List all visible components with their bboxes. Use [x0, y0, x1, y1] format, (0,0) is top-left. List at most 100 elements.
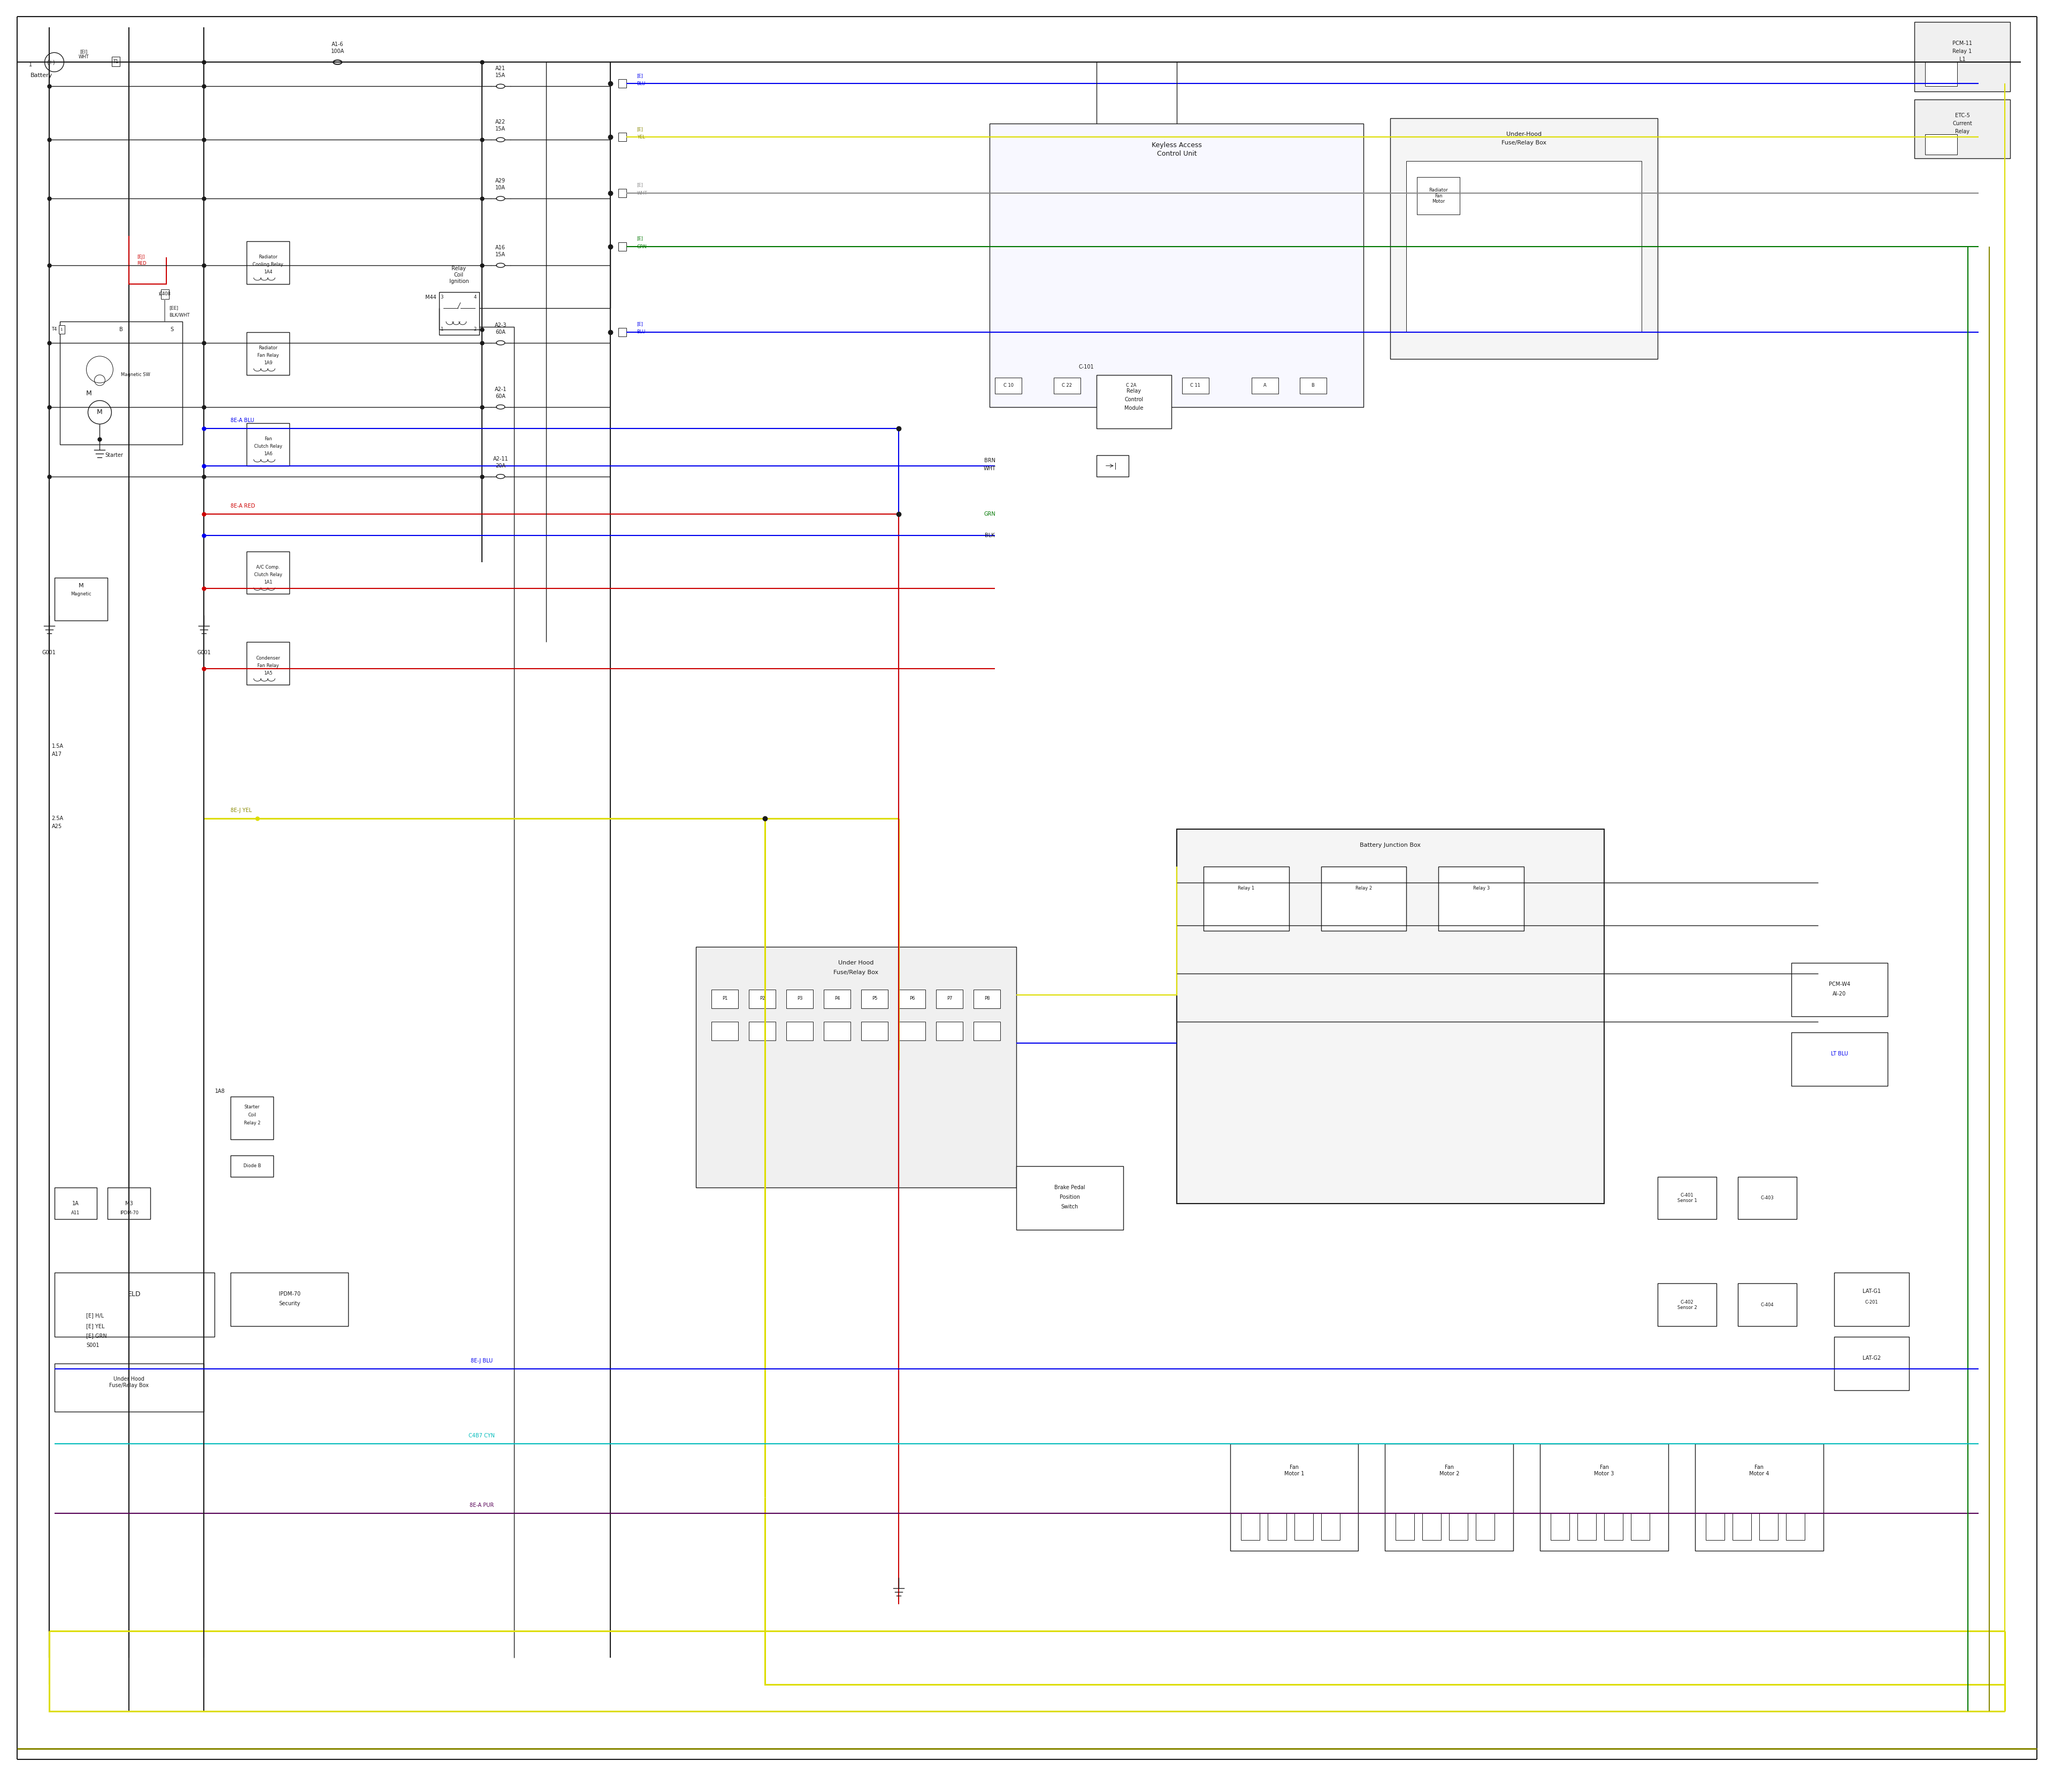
Bar — [974, 1021, 1000, 1041]
Text: 100A: 100A — [331, 48, 345, 54]
Bar — [53, 1272, 214, 1337]
Text: Relay: Relay — [1128, 389, 1142, 394]
Text: Ignition: Ignition — [450, 280, 468, 283]
Bar — [1658, 1177, 1717, 1219]
Bar — [1417, 177, 1460, 215]
Text: S: S — [170, 326, 173, 332]
Text: Starter: Starter — [244, 1104, 261, 1109]
Ellipse shape — [497, 340, 505, 344]
Text: Relay: Relay — [1955, 129, 1970, 134]
Bar — [937, 989, 963, 1009]
Bar — [1925, 134, 1957, 154]
Text: Control: Control — [1124, 396, 1144, 401]
Text: 2.5A: 2.5A — [51, 815, 64, 821]
Bar — [53, 579, 107, 620]
Bar — [60, 321, 183, 444]
Bar — [246, 552, 290, 593]
Bar — [246, 332, 290, 375]
Text: BLK/WHT: BLK/WHT — [168, 312, 189, 317]
Text: 1A: 1A — [72, 1201, 80, 1206]
Text: Relay 1: Relay 1 — [1239, 885, 1255, 891]
Text: C 11: C 11 — [1189, 383, 1200, 389]
Text: Fan
Motor 2: Fan Motor 2 — [1440, 1464, 1458, 1477]
Text: Al-20: Al-20 — [1832, 991, 1847, 996]
Text: M: M — [97, 409, 103, 416]
Bar — [900, 989, 926, 1009]
Text: BLU: BLU — [637, 330, 645, 335]
Text: [EJ]: [EJ] — [138, 254, 146, 260]
Text: Cooling Relay: Cooling Relay — [253, 262, 283, 267]
Text: IPDM-70: IPDM-70 — [119, 1211, 138, 1215]
Text: Current: Current — [1953, 122, 1972, 127]
Bar — [1054, 378, 1080, 394]
Text: C-404: C-404 — [1760, 1303, 1775, 1308]
Text: RED: RED — [138, 262, 146, 267]
Text: [E]: [E] — [637, 323, 643, 326]
Bar — [60, 324, 66, 333]
Bar — [1738, 1177, 1797, 1219]
Text: Under Hood
Fuse/Relay Box: Under Hood Fuse/Relay Box — [109, 1376, 148, 1389]
Bar — [1695, 1444, 1824, 1550]
Bar — [750, 1021, 776, 1041]
Text: 60A: 60A — [495, 394, 505, 400]
Text: [El]: [El] — [80, 48, 88, 54]
Text: A/C Comp.: A/C Comp. — [257, 564, 279, 570]
Text: P7: P7 — [947, 996, 953, 1002]
Text: WHT: WHT — [637, 190, 647, 195]
Text: 8E-A BLU: 8E-A BLU — [230, 418, 255, 423]
Bar — [1294, 1512, 1313, 1539]
Bar — [246, 242, 290, 283]
Text: 1A8: 1A8 — [216, 1088, 226, 1093]
Text: A1-6: A1-6 — [331, 41, 343, 47]
Bar — [1925, 63, 1957, 86]
Text: Fuse/Relay Box: Fuse/Relay Box — [834, 969, 879, 975]
Text: 15A: 15A — [495, 127, 505, 131]
Bar — [1321, 867, 1407, 930]
Bar — [53, 1188, 97, 1219]
Text: Fan Relay: Fan Relay — [257, 663, 279, 668]
Bar — [1540, 1444, 1668, 1550]
Bar — [113, 57, 119, 66]
Text: YEL: YEL — [637, 134, 645, 140]
Bar — [1477, 1512, 1495, 1539]
Text: [E]: [E] — [637, 183, 643, 188]
Bar — [711, 989, 737, 1009]
Text: Fan: Fan — [265, 437, 271, 441]
Text: Radiator
Fan
Motor: Radiator Fan Motor — [1430, 188, 1448, 204]
Text: WHT: WHT — [984, 466, 996, 471]
Text: 15A: 15A — [495, 73, 505, 79]
Text: Relay 2: Relay 2 — [244, 1120, 261, 1125]
Text: 1: 1 — [440, 328, 444, 332]
Text: [E] YEL: [E] YEL — [86, 1324, 105, 1330]
Ellipse shape — [497, 197, 505, 201]
Text: PCM-11: PCM-11 — [1953, 41, 1972, 47]
Bar — [1391, 118, 1658, 358]
Text: C-201: C-201 — [1865, 1299, 1877, 1305]
Text: 1: 1 — [158, 292, 160, 296]
Text: Fan
Motor 1: Fan Motor 1 — [1284, 1464, 1304, 1477]
Text: A25: A25 — [51, 824, 62, 830]
Bar — [440, 292, 479, 335]
Text: GRN: GRN — [984, 511, 996, 516]
Text: Battery: Battery — [31, 73, 53, 79]
Text: C4B7 CYN: C4B7 CYN — [468, 1434, 495, 1439]
Text: Magnetic SW: Magnetic SW — [121, 373, 150, 378]
Bar — [1577, 1512, 1596, 1539]
Text: C 2A: C 2A — [1126, 383, 1136, 389]
Text: 1A4: 1A4 — [263, 271, 273, 274]
Bar — [1097, 375, 1171, 428]
Bar — [1551, 1512, 1569, 1539]
Text: 3: 3 — [440, 296, 444, 299]
Text: 1A5: 1A5 — [263, 670, 273, 676]
Text: Coil: Coil — [454, 272, 464, 278]
Bar — [1732, 1512, 1752, 1539]
Text: B: B — [119, 326, 123, 332]
Text: 8E-A PUR: 8E-A PUR — [470, 1503, 493, 1509]
Text: 10A: 10A — [495, 185, 505, 190]
Text: 15A: 15A — [495, 253, 505, 258]
Text: 4: 4 — [474, 296, 477, 299]
Text: C 22: C 22 — [1062, 383, 1072, 389]
Text: A16: A16 — [495, 246, 505, 251]
Text: 1A1: 1A1 — [263, 581, 273, 584]
Text: Radiator: Radiator — [259, 254, 277, 260]
